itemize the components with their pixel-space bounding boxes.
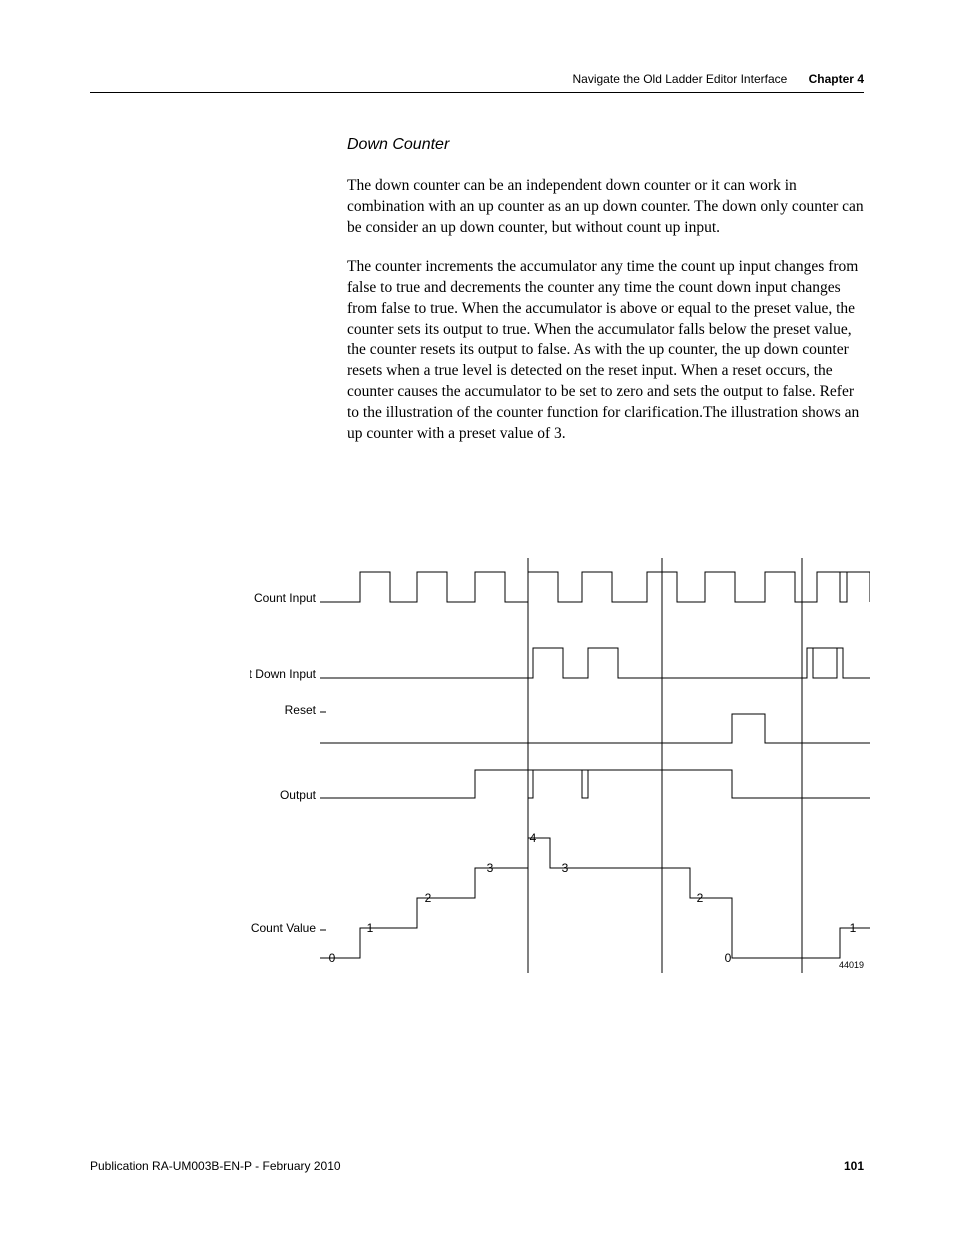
svg-text:0: 0 <box>725 951 732 965</box>
page-footer: Publication RA-UM003B-EN-P - February 20… <box>90 1159 864 1173</box>
timing-svg: Count Input Count Down Input Reset Output Co… <box>250 558 870 998</box>
body-content: Down Counter The down counter can be an … <box>347 136 864 463</box>
svg-text:Count Input: Count Input <box>254 591 317 605</box>
page-header: Navigate the Old Ladder Editor Interface… <box>90 72 864 86</box>
svg-text:Reset: Reset <box>285 703 317 717</box>
paragraph-1: The down counter can be an independent d… <box>347 176 864 239</box>
subheading: Down Counter <box>347 136 864 154</box>
svg-text:3: 3 <box>562 861 569 875</box>
timing-diagram: Count Input Count Down Input Reset Output Co… <box>250 558 870 998</box>
svg-text:0: 0 <box>329 951 336 965</box>
svg-text:1: 1 <box>850 921 857 935</box>
svg-text:2: 2 <box>697 891 704 905</box>
svg-text:2: 2 <box>425 891 432 905</box>
svg-text:Output: Output <box>280 788 317 802</box>
header-section: Navigate the Old Ladder Editor Interface <box>573 72 788 86</box>
paragraph-2: The counter increments the accumulator a… <box>347 257 864 445</box>
svg-text:1: 1 <box>367 921 374 935</box>
svg-text:Count Down Input: Count Down Input <box>250 667 317 681</box>
svg-text:44019: 44019 <box>839 960 864 970</box>
footer-page: 101 <box>844 1159 864 1173</box>
header-rule <box>90 92 864 93</box>
svg-text:4: 4 <box>530 831 537 845</box>
footer-publication: Publication RA-UM003B-EN-P - February 20… <box>90 1159 341 1173</box>
header-chapter: Chapter 4 <box>809 72 864 86</box>
svg-text:3: 3 <box>487 861 494 875</box>
svg-text:Count Value: Count Value <box>251 921 316 935</box>
